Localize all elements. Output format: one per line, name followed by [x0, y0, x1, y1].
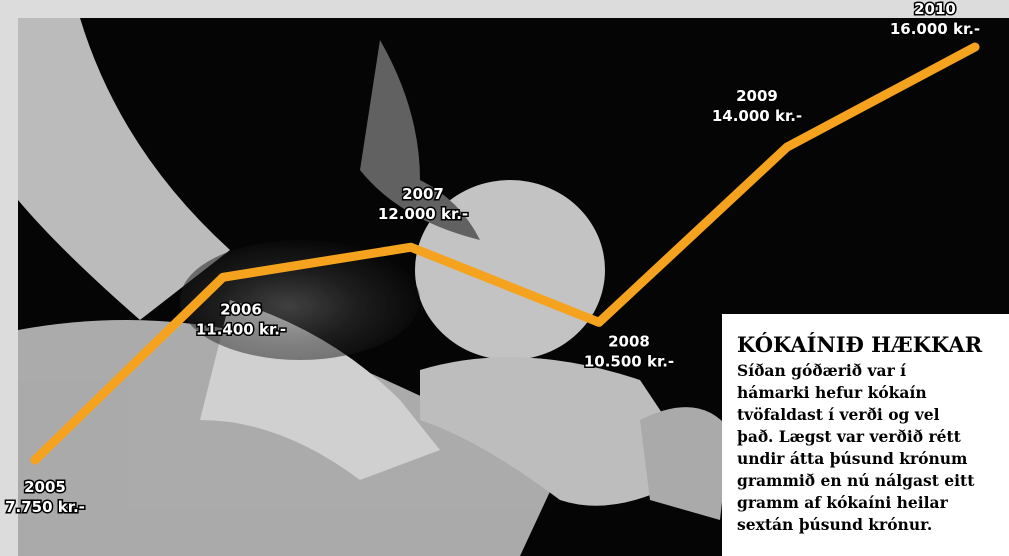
- note-line: grammið en nú nálgast eitt: [737, 471, 975, 490]
- note-line: það. Lægst var verðið rétt: [737, 427, 962, 446]
- value-label: 12.000 kr.-: [378, 205, 468, 223]
- note-line: undir átta þúsund krónum: [737, 449, 968, 468]
- value-label: 7.750 kr.-: [5, 498, 85, 516]
- year-label: 2007: [402, 185, 444, 203]
- year-label: 2009: [736, 87, 778, 105]
- value-label: 10.500 kr.-: [584, 352, 674, 370]
- note-title: KÓKAÍNIÐ HÆKKAR: [737, 332, 983, 357]
- year-label: 2008: [608, 332, 650, 350]
- note-line: Síðan góðærið var í: [737, 361, 906, 380]
- year-label: 2010: [914, 0, 956, 18]
- year-label: 2006: [220, 300, 262, 318]
- value-label: 16.000 kr.-: [890, 20, 980, 38]
- value-label: 14.000 kr.-: [712, 107, 802, 125]
- note-line: tvöfaldast í verði og vel: [737, 405, 940, 424]
- note-line: sextán þúsund krónur.: [737, 515, 932, 534]
- note-line: gramm af kókaíni heilar: [737, 493, 949, 512]
- note-line: hámarki hefur kókaín: [737, 383, 927, 402]
- value-label: 11.400 kr.-: [196, 320, 286, 338]
- chart: KÓKAÍNIÐ HÆKKAR 2005 7.750 kr.- 2006 11.400…: [0, 0, 1009, 556]
- year-label: 2005: [24, 478, 66, 496]
